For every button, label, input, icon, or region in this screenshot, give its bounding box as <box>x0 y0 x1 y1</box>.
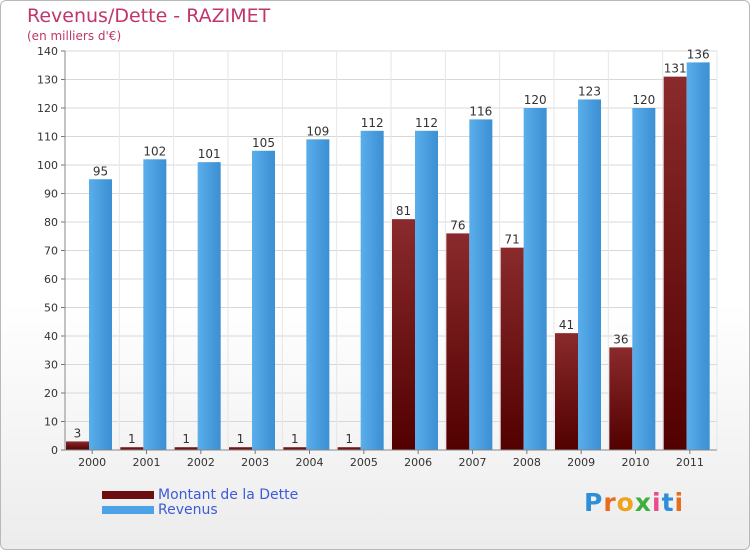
bar-debt <box>555 333 578 450</box>
x-tick-label: 2011 <box>676 456 704 469</box>
bar-debt <box>229 447 252 450</box>
data-label-revenue: 101 <box>198 147 221 161</box>
bar-debt <box>174 447 198 450</box>
logo-letter: x <box>634 488 652 517</box>
bar-debt <box>337 447 361 450</box>
bar-revenue <box>469 119 493 451</box>
x-tick-label: 2008 <box>513 456 541 469</box>
bar-debt <box>609 347 633 450</box>
data-label-revenue: 116 <box>469 104 492 118</box>
data-label-revenue: 120 <box>524 93 547 107</box>
logo-letter: r <box>603 488 617 517</box>
y-tick-label: 0 <box>51 444 58 457</box>
logo-letter: i <box>652 488 662 517</box>
label-layer: 3 95 1 102 1 101 1 105 1 109 1 112 81 112 76 116 71 120 41… <box>74 47 710 446</box>
x-tick-label: 2004 <box>296 456 324 469</box>
bar-debt <box>66 441 89 450</box>
data-label-revenue: 136 <box>687 47 710 61</box>
legend-swatch-revenue <box>102 505 154 514</box>
legend-item-revenue: Revenus <box>102 501 298 518</box>
bar-debt <box>500 247 524 450</box>
y-tick-label: 100 <box>37 159 58 172</box>
bar-debt <box>446 233 470 450</box>
data-label-revenue: 102 <box>143 144 166 158</box>
legend: Montant de la Dette Revenus <box>102 486 299 518</box>
data-label-revenue: 112 <box>361 116 384 130</box>
y-tick-label: 140 <box>37 45 58 58</box>
bar-debt <box>283 447 307 450</box>
data-label-revenue: 95 <box>93 164 108 178</box>
y-tick-label: 50 <box>44 302 58 315</box>
data-label-debt: 36 <box>613 332 628 346</box>
data-label-debt: 1 <box>291 432 299 446</box>
bar-revenue <box>415 130 438 451</box>
y-tick-label: 80 <box>44 216 58 229</box>
bar-revenue <box>360 130 384 451</box>
data-label-debt: 71 <box>505 233 520 247</box>
legend-label-debt: Montant de la Dette <box>158 486 299 503</box>
proxiti-logo: Proxiti <box>584 488 684 517</box>
data-label-revenue: 123 <box>578 84 601 98</box>
data-label-debt: 1 <box>182 432 190 446</box>
bar-revenue <box>252 150 275 450</box>
x-tick-label: 2009 <box>567 456 595 469</box>
bar-revenue <box>632 108 656 450</box>
legend-item-debt: Montant de la Dette <box>102 486 299 503</box>
y-tick-label: 20 <box>44 387 58 400</box>
y-tick-label: 130 <box>37 74 58 87</box>
y-tick-label: 120 <box>37 102 58 115</box>
data-label-debt: 131 <box>664 62 687 76</box>
bar-revenue <box>686 62 710 451</box>
x-tick-label: 2000 <box>78 456 106 469</box>
bar-revenue <box>578 99 601 450</box>
data-label-revenue: 112 <box>415 116 438 130</box>
data-label-debt: 1 <box>345 432 353 446</box>
data-label-debt: 1 <box>237 432 245 446</box>
x-tick-label: 2007 <box>459 456 487 469</box>
grid-layer <box>64 50 718 451</box>
data-label-revenue: 105 <box>252 136 275 150</box>
bar-revenue <box>197 162 221 450</box>
logo-letter: t <box>661 488 675 517</box>
y-tick-label: 30 <box>44 359 58 372</box>
axis-layer: 0 10 20 30 40 50 60 70 80 90 100 110 120 130 140 2000 20… <box>37 45 717 469</box>
bar-layer <box>66 62 710 451</box>
x-tick-label: 2010 <box>622 456 650 469</box>
bar-debt <box>663 76 687 451</box>
y-tick-label: 110 <box>37 131 58 144</box>
data-label-debt: 81 <box>396 204 411 218</box>
x-tick-label: 2005 <box>350 456 378 469</box>
bar-debt <box>120 447 144 450</box>
x-tick-label: 2003 <box>241 456 269 469</box>
data-label-debt: 3 <box>74 426 82 440</box>
legend-swatch-debt <box>102 490 154 499</box>
bar-revenue <box>143 159 167 451</box>
data-label-debt: 76 <box>450 218 465 232</box>
logo-letter: P <box>584 488 604 517</box>
bar-debt <box>392 219 415 450</box>
y-tick-label: 40 <box>44 330 58 343</box>
bar-revenue <box>306 139 330 450</box>
y-tick-label: 90 <box>44 188 58 201</box>
bar-revenue <box>89 179 112 450</box>
chart-title: Revenus/Dette - RAZIMET <box>27 5 271 27</box>
y-tick-label: 70 <box>44 245 58 258</box>
x-tick-label: 2001 <box>133 456 161 469</box>
data-label-revenue: 109 <box>306 124 329 138</box>
x-tick-label: 2002 <box>187 456 215 469</box>
y-tick-label: 10 <box>44 416 58 429</box>
data-label-revenue: 120 <box>632 93 655 107</box>
data-label-debt: 1 <box>128 432 136 446</box>
y-tick-label: 60 <box>44 273 58 286</box>
bar-revenue <box>523 108 547 450</box>
legend-label-revenue: Revenus <box>158 501 218 518</box>
data-label-debt: 41 <box>559 318 574 332</box>
chart-subtitle: (en milliers d'€) <box>27 29 122 43</box>
logo-letter: i <box>674 488 685 517</box>
logo-letter: o <box>616 488 635 517</box>
x-tick-label: 2006 <box>404 456 432 469</box>
